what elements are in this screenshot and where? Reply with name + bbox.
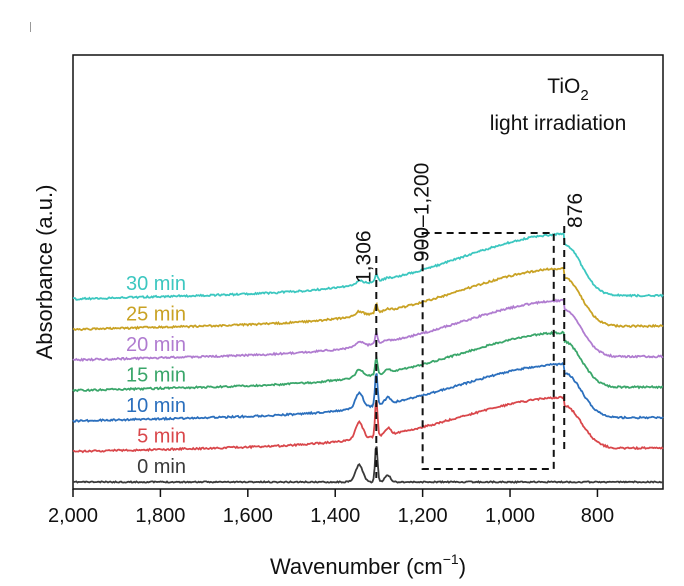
chart-title-subscript: 2 xyxy=(580,87,588,104)
chart-title: TiO2 xyxy=(547,75,588,104)
chart-subtitle: light irradiation xyxy=(490,112,627,135)
plot-frame xyxy=(72,54,664,490)
y-axis-title: Absorbance (a.u.) xyxy=(32,185,57,360)
series-label: 20 min xyxy=(126,334,186,356)
x-tick-label: 1,400 xyxy=(310,505,360,527)
x-tick-label: 1,600 xyxy=(223,505,273,527)
x-tick-label: 1,200 xyxy=(398,505,448,527)
x-axis-title-sup: −1 xyxy=(443,551,459,567)
series-label: 25 min xyxy=(126,304,186,326)
annotation-label-876: 876 xyxy=(564,193,587,228)
x-axis-title-main: Wavenumber (cm xyxy=(270,554,443,579)
series-label: 0 min xyxy=(137,456,186,478)
x-axis-title-close: ) xyxy=(459,554,466,579)
x-tick-label: 1,000 xyxy=(485,505,535,527)
series-line xyxy=(72,298,664,363)
chart-title-main: TiO xyxy=(547,75,580,98)
annotation-label-1306: 1,306 xyxy=(352,230,375,283)
annotation-label-900-1200: 900–1,200 xyxy=(411,163,434,262)
x-tick-label: 800 xyxy=(581,505,614,527)
series-label: 5 min xyxy=(137,426,186,448)
series-line xyxy=(72,330,663,393)
series-label: 30 min xyxy=(126,273,186,295)
stray-mark xyxy=(30,22,31,32)
x-tick-label: 1,800 xyxy=(135,505,185,527)
series-line xyxy=(72,446,663,484)
annotation-box-900-1200 xyxy=(421,232,555,470)
x-axis-title: Wavenumber (cm−1) xyxy=(270,551,466,579)
x-tick-label: 2,000 xyxy=(48,505,98,527)
series-label: 10 min xyxy=(126,395,186,417)
series-label: 15 min xyxy=(126,365,186,387)
